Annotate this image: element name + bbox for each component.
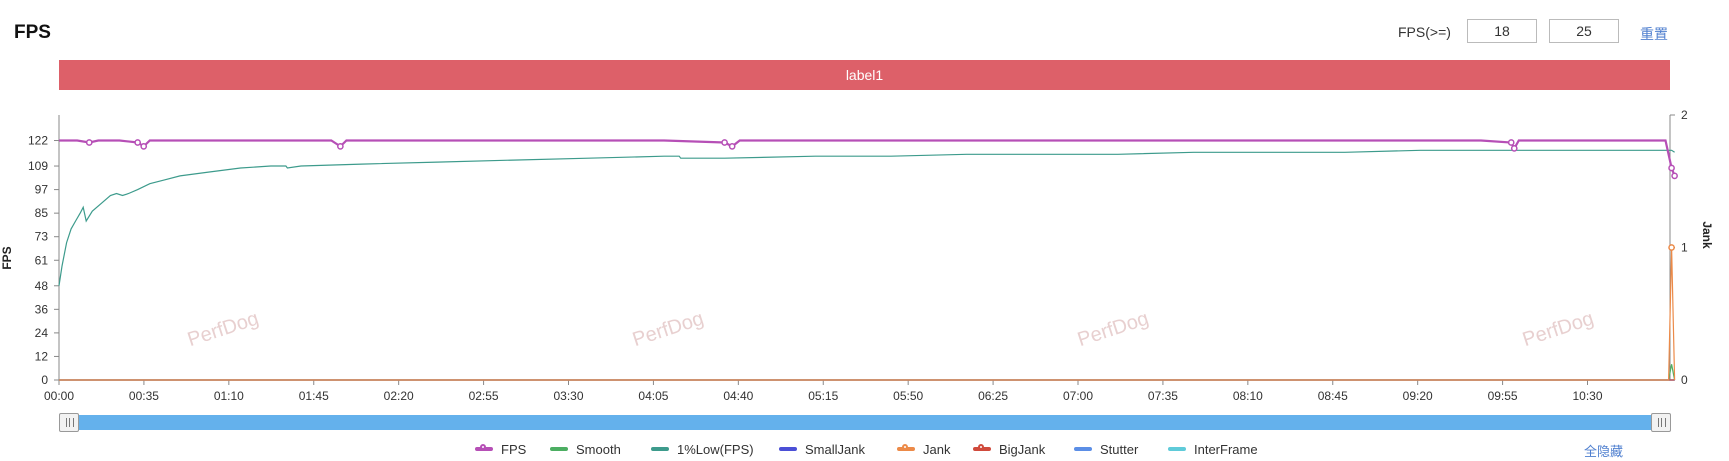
y2-axis-label: Jank — [1700, 221, 1714, 249]
watermark-text: PerfDog — [630, 307, 707, 351]
reset-button[interactable]: 重置 — [1640, 26, 1668, 42]
x-tick-label: 01:10 — [214, 389, 244, 400]
fps-threshold-high-input[interactable] — [1549, 19, 1619, 43]
series-marker-fps — [1671, 172, 1678, 180]
legend-label: 1%Low(FPS) — [677, 441, 754, 457]
series-marker-fps — [337, 143, 344, 150]
legend-label: Jank — [923, 441, 951, 457]
legend-swatch — [550, 447, 568, 451]
legend-swatch — [973, 444, 991, 451]
legend-item-bigjank[interactable]: BigJank — [973, 440, 1045, 458]
watermarks: PerfDog PerfDog PerfDog PerfDog — [185, 307, 1597, 351]
legend-swatch — [651, 447, 669, 451]
x-tick-label: 05:15 — [808, 389, 838, 400]
legend-swatch — [1168, 447, 1186, 451]
y-tick-label: 36 — [35, 302, 49, 316]
hide-all-button[interactable]: 全隐藏 — [1584, 444, 1624, 459]
chart-legend: FPS Smooth 1%Low(FPS) SmallJank Jank BigJank S… — [0, 440, 1729, 460]
x-tick-label: 05:50 — [893, 389, 923, 400]
y2-tick-label: 0 — [1681, 373, 1688, 387]
series-line-fps — [59, 139, 1676, 177]
timeline-slider-track[interactable] — [64, 415, 1662, 430]
series-line-jank — [59, 247, 1676, 381]
legend-marker — [902, 444, 908, 450]
legend-item-jank[interactable]: Jank — [897, 440, 950, 458]
y-tick-label: 122 — [28, 134, 48, 148]
legend-item-interframe[interactable]: InterFrame — [1168, 440, 1258, 458]
fps-threshold-label: FPS(>=) — [1398, 24, 1451, 40]
y2-tick-label: 2 — [1681, 108, 1688, 122]
series-line-smooth — [59, 364, 1676, 381]
fps-chart[interactable]: PerfDog PerfDog PerfDog PerfDog 01224364861… — [0, 100, 1729, 400]
chart-title: FPS — [14, 22, 51, 43]
x-tick-label: 02:20 — [384, 389, 414, 400]
x-tick-label: 10:30 — [1572, 389, 1602, 400]
legend-marker — [480, 444, 486, 450]
x-tick-label: 06:25 — [978, 389, 1008, 400]
y-tick-label: 12 — [35, 349, 49, 363]
legend-marker — [978, 444, 984, 450]
x-tick-label: 07:00 — [1063, 389, 1093, 400]
legend-swatch — [1074, 447, 1092, 451]
legend-swatch — [897, 444, 915, 451]
x-tick-label: 02:55 — [469, 389, 499, 400]
y2-tick-label: 1 — [1681, 241, 1688, 255]
y-tick-label: 24 — [35, 326, 49, 340]
x-tick-label: 00:00 — [44, 389, 74, 400]
label-bar[interactable]: label1 — [59, 60, 1670, 90]
series-marker-fps — [85, 139, 93, 146]
series-marker-fps — [140, 143, 148, 150]
x-tick-label: 08:10 — [1233, 389, 1263, 400]
legend-label: Stutter — [1100, 441, 1139, 457]
series-marker-jank — [1668, 244, 1675, 251]
legend-label: BigJank — [999, 441, 1046, 457]
series-marker-fps — [1668, 164, 1675, 172]
x-tick-label: 04:40 — [723, 389, 753, 400]
legend-item-fps[interactable]: FPS — [475, 440, 526, 458]
x-tick-label: 00:35 — [129, 389, 159, 400]
watermark-text: PerfDog — [1075, 307, 1152, 351]
x-tick-label: 04:05 — [638, 389, 668, 400]
series-marker-fps — [1507, 139, 1515, 146]
legend-item-1-low-fps[interactable]: 1%Low(FPS) — [651, 440, 754, 458]
legend-label: Smooth — [576, 441, 621, 457]
x-tick-label: 03:30 — [553, 389, 583, 400]
watermark-text: PerfDog — [1520, 307, 1597, 351]
series-marker-fps — [1510, 145, 1518, 152]
timeline-slider-left-handle[interactable] — [59, 413, 79, 432]
legend-item-smooth[interactable]: Smooth — [550, 440, 621, 458]
legend-item-stutter[interactable]: Stutter — [1074, 440, 1138, 458]
y-tick-label: 97 — [35, 183, 49, 197]
y-tick-label: 48 — [35, 279, 49, 293]
series-marker-fps — [134, 139, 142, 146]
x-tick-label: 01:45 — [299, 389, 329, 400]
y-tick-label: 109 — [28, 159, 48, 173]
series-marker-fps — [728, 143, 736, 150]
y-tick-label: 61 — [35, 253, 49, 267]
x-tick-label: 07:35 — [1148, 389, 1178, 400]
y-tick-label: 85 — [35, 206, 49, 220]
fps-threshold-low-input[interactable] — [1467, 19, 1537, 43]
x-tick-label: 09:20 — [1403, 389, 1433, 400]
watermark-text: PerfDog — [185, 307, 262, 351]
legend-label: InterFrame — [1194, 441, 1258, 457]
x-tick-label: 08:45 — [1318, 389, 1348, 400]
chart-series — [58, 139, 1678, 381]
legend-swatch — [475, 444, 493, 451]
y-axis-label: FPS — [0, 246, 14, 269]
x-tick-label: 09:55 — [1488, 389, 1518, 400]
timeline-slider-right-handle[interactable] — [1651, 413, 1671, 432]
series-marker-fps — [721, 139, 728, 146]
legend-swatch — [779, 447, 797, 451]
legend-label: FPS — [501, 441, 527, 457]
y-tick-label: 0 — [41, 373, 48, 387]
legend-item-smalljank[interactable]: SmallJank — [779, 440, 865, 458]
legend-label: SmallJank — [805, 441, 865, 457]
y-tick-label: 73 — [35, 230, 49, 244]
series-line-1-low-fps — [58, 149, 1675, 286]
